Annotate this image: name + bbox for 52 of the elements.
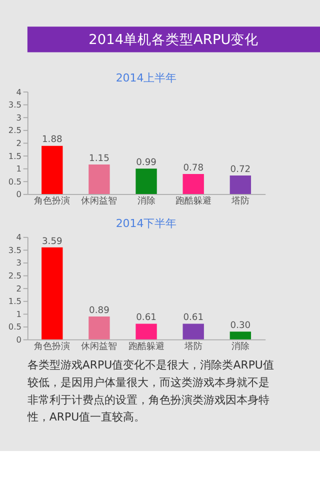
- y-tick-label: 2: [16, 283, 22, 294]
- x-tick-label: 跑酷躲避: [175, 196, 212, 207]
- data-label: 0.89: [89, 306, 110, 316]
- chart-title: 2014下半年: [116, 216, 177, 230]
- data-label: 0.99: [136, 158, 157, 168]
- y-tick-label: 2.5: [8, 125, 22, 136]
- y-tick-label: 0: [16, 189, 22, 200]
- data-label: 0.72: [230, 164, 251, 175]
- y-tick-label: 1: [16, 308, 22, 319]
- data-label: 0.30: [230, 320, 251, 331]
- bar: [182, 174, 204, 194]
- y-tick-label: 0.5: [8, 176, 22, 186]
- chart-title: 2014上半年: [116, 72, 177, 84]
- x-tick-label: 塔防: [230, 196, 250, 207]
- x-tick-label: 角色扮演: [34, 196, 70, 207]
- y-tick-label: 1: [16, 164, 22, 174]
- bar: [136, 324, 157, 340]
- y-tick-label: 4: [16, 232, 22, 242]
- x-tick-label: 跑酷躲避: [128, 340, 164, 352]
- data-label: 0.61: [136, 313, 156, 324]
- y-tick-label: 0.5: [8, 322, 22, 332]
- bar: [230, 332, 252, 340]
- y-tick-label: 1.5: [8, 296, 22, 306]
- x-tick-label: 消除: [137, 196, 156, 207]
- y-tick-label: 2.5: [8, 270, 22, 281]
- x-tick-label: 角色扮演: [34, 340, 70, 352]
- data-label: 3.59: [42, 236, 62, 247]
- y-tick-label: 0: [16, 334, 22, 345]
- data-label: 1.88: [42, 135, 62, 146]
- y-tick-label: 3: [16, 112, 22, 122]
- text: 2014单机各类型ARPU变化: [88, 32, 259, 48]
- data-label: 0.61: [183, 313, 204, 324]
- bar: [42, 247, 63, 340]
- y-tick-label: 3.5: [8, 100, 22, 110]
- x-tick-label: 休闲益智: [81, 340, 118, 352]
- y-tick-label: 3: [16, 258, 22, 268]
- bar: [88, 164, 110, 194]
- x-tick-label: 消除: [231, 340, 250, 352]
- bar: [136, 168, 157, 194]
- x-tick-label: 塔防: [183, 340, 202, 352]
- x-tick-label: 休闲益智: [81, 196, 118, 207]
- data-label: 1.15: [89, 154, 110, 164]
- bar: [88, 316, 110, 340]
- bar: [182, 324, 204, 340]
- y-tick-label: 1.5: [8, 150, 22, 161]
- y-tick-label: 2: [16, 138, 22, 148]
- y-tick-label: 4: [16, 86, 22, 97]
- bar: [42, 146, 63, 194]
- bar: [230, 176, 252, 194]
- data-label: 0.78: [183, 163, 204, 174]
- y-tick-label: 3.5: [8, 244, 22, 255]
- text: 各类型游戏ARPU值变化不是很大，消除类ARPU值较低，是因用户体量很大，而这类游戏本身就不是非常利于计费点的设置，角色扮演类游戏因本身特性，ARPU值一直较高。: [26, 358, 274, 424]
